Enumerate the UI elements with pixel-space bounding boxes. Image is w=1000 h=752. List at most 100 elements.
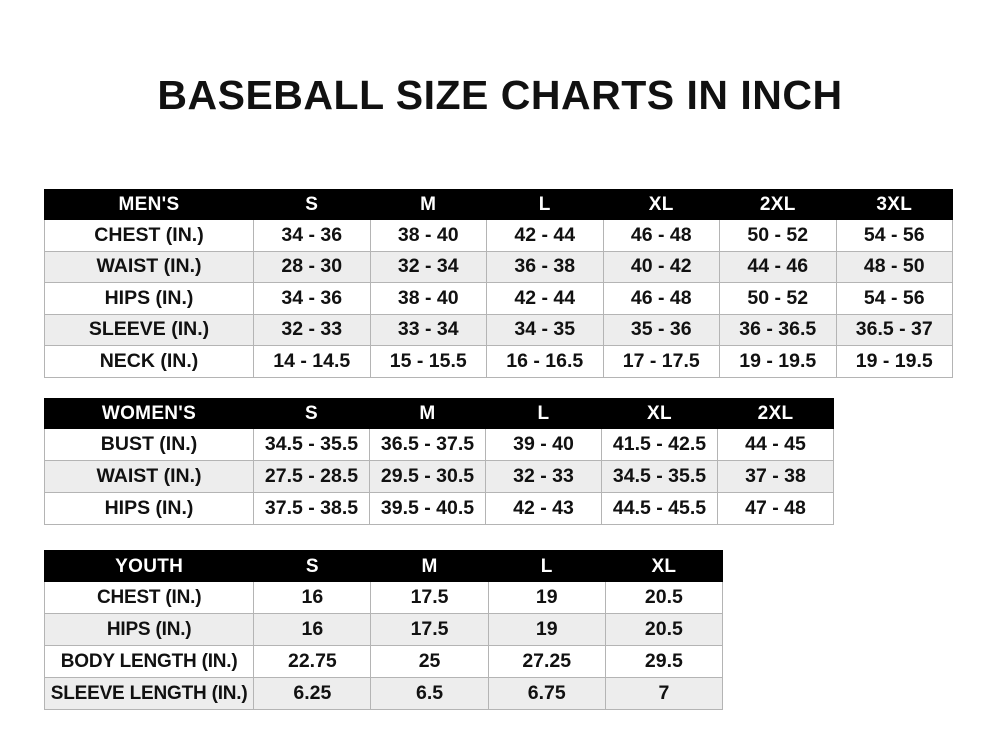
measurement-value: 42 - 44 [486,282,604,315]
table-row: BUST (IN.) 34.5 - 35.5 36.5 - 37.5 39 - 40 4… [44,428,834,461]
measurement-label: BODY LENGTH (IN.) [43,645,255,678]
measurement-label: BUST (IN.) [44,428,254,461]
table-row: SLEEVE LENGTH (IN.) 6.25 6.5 6.75 7 [43,677,724,710]
page-title: BASEBALL SIZE CHARTS IN INCH [157,72,843,118]
measurement-value: 41.5 - 42.5 [601,428,718,461]
chart-category-header: WOMEN'S [44,398,254,429]
size-column-header: XL [602,189,720,220]
chart-category-header: YOUTH [43,550,255,582]
measurement-value: 33 - 34 [369,313,487,346]
table-header-row: MEN'S S M L XL 2XL 3XL [44,189,953,220]
table-row: WAIST (IN.) 27.5 - 28.5 29.5 - 30.5 32 - 33… [44,460,834,493]
measurement-value: 36 - 36.5 [719,313,837,346]
measurement-label: HIPS (IN.) [44,282,254,315]
measurement-value: 32 - 33 [253,313,371,346]
size-column-header: 2XL [717,398,834,429]
measurement-value: 29.5 [604,645,724,678]
measurement-value: 16 [253,581,372,614]
womens-size-chart: WOMEN'S S M L XL 2XL BUST (IN.) 34.5 - 35.5 36.5… [44,398,834,525]
measurement-label: WAIST (IN.) [44,250,254,283]
table-row: HIPS (IN.) 34 - 36 38 - 40 42 - 44 46 - 48 50… [44,282,953,315]
table-row: CHEST (IN.) 16 17.5 19 20.5 [43,581,724,614]
mens-size-chart: MEN'S S M L XL 2XL 3XL CHEST (IN.) 34 - 36 38 - 4… [44,189,953,378]
measurement-value: 34.5 - 35.5 [601,460,718,493]
size-column-header: M [370,550,489,582]
youth-size-chart: YOUTH S M L XL CHEST (IN.) 16 17.5 19 20.5 HIPS (I… [43,550,724,710]
measurement-value: 50 - 52 [719,282,837,315]
size-column-header: S [253,550,372,582]
measurement-value: 17.5 [370,613,489,646]
measurement-value: 36 - 38 [486,250,604,283]
table-row: CHEST (IN.) 34 - 36 38 - 40 42 - 44 46 - 48 5… [44,219,953,252]
measurement-value: 39.5 - 40.5 [369,492,486,525]
measurement-value: 14 - 14.5 [253,345,371,378]
measurement-value: 15 - 15.5 [369,345,487,378]
table-header-row: YOUTH S M L XL [43,550,724,582]
table-row: HIPS (IN.) 16 17.5 19 20.5 [43,613,724,646]
chart-category-header: MEN'S [44,189,254,220]
measurement-value: 34.5 - 35.5 [253,428,370,461]
measurement-value: 44.5 - 45.5 [601,492,718,525]
measurement-value: 22.75 [253,645,372,678]
measurement-value: 46 - 48 [602,282,720,315]
measurement-value: 16 [253,613,372,646]
size-column-header: M [369,398,486,429]
table-row: WAIST (IN.) 28 - 30 32 - 34 36 - 38 40 - 42 4… [44,250,953,283]
measurement-label: WAIST (IN.) [44,460,254,493]
measurement-label: CHEST (IN.) [44,219,254,252]
measurement-label: SLEEVE LENGTH (IN.) [43,677,255,710]
table-row: SLEEVE (IN.) 32 - 33 33 - 34 34 - 35 35 - 36… [44,313,953,346]
measurement-value: 20.5 [604,581,724,614]
measurement-value: 17.5 [370,581,489,614]
measurement-value: 54 - 56 [835,219,953,252]
measurement-value: 54 - 56 [835,282,953,315]
measurement-value: 27.25 [487,645,606,678]
measurement-label: HIPS (IN.) [44,492,254,525]
measurement-value: 44 - 45 [717,428,834,461]
measurement-value: 34 - 36 [253,219,371,252]
measurement-value: 6.25 [253,677,372,710]
size-column-header: L [486,189,604,220]
size-column-header: S [253,398,370,429]
measurement-value: 16 - 16.5 [486,345,604,378]
measurement-value: 17 - 17.5 [602,345,720,378]
measurement-value: 46 - 48 [602,219,720,252]
size-column-header: 3XL [835,189,953,220]
measurement-value: 32 - 34 [369,250,487,283]
measurement-value: 44 - 46 [719,250,837,283]
measurement-value: 19 - 19.5 [835,345,953,378]
measurement-value: 7 [604,677,724,710]
measurement-value: 48 - 50 [835,250,953,283]
measurement-value: 19 [487,613,606,646]
measurement-value: 36.5 - 37.5 [369,428,486,461]
table-row: BODY LENGTH (IN.) 22.75 25 27.25 29.5 [43,645,724,678]
measurement-value: 36.5 - 37 [835,313,953,346]
measurement-value: 40 - 42 [602,250,720,283]
measurement-value: 20.5 [604,613,724,646]
measurement-label: SLEEVE (IN.) [44,313,254,346]
measurement-value: 50 - 52 [719,219,837,252]
size-column-header: S [253,189,371,220]
table-row: NECK (IN.) 14 - 14.5 15 - 15.5 16 - 16.5 17 … [44,345,953,378]
measurement-value: 19 [487,581,606,614]
measurement-value: 6.5 [370,677,489,710]
measurement-value: 34 - 35 [486,313,604,346]
measurement-label: HIPS (IN.) [43,613,255,646]
measurement-value: 25 [370,645,489,678]
measurement-label: CHEST (IN.) [43,581,255,614]
size-column-header: XL [604,550,724,582]
table-header-row: WOMEN'S S M L XL 2XL [44,398,834,429]
measurement-value: 42 - 44 [486,219,604,252]
measurement-value: 38 - 40 [369,282,487,315]
measurement-label: NECK (IN.) [44,345,254,378]
measurement-value: 27.5 - 28.5 [253,460,370,493]
measurement-value: 38 - 40 [369,219,487,252]
measurement-value: 32 - 33 [485,460,602,493]
measurement-value: 42 - 43 [485,492,602,525]
measurement-value: 6.75 [487,677,606,710]
size-column-header: XL [601,398,718,429]
measurement-value: 34 - 36 [253,282,371,315]
size-column-header: L [487,550,606,582]
measurement-value: 47 - 48 [717,492,834,525]
